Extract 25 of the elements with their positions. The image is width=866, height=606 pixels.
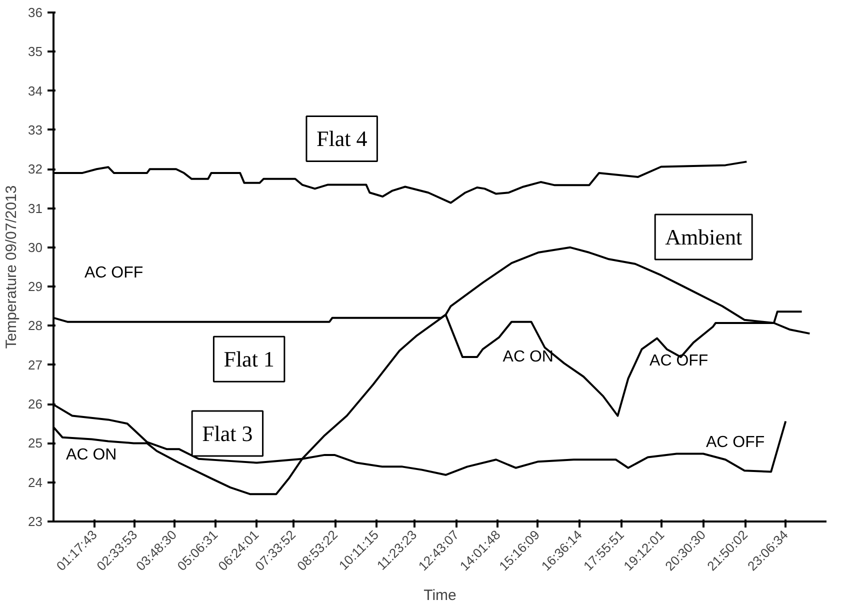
annotation: AC OFF [706,434,765,452]
annotation: AC ON [502,348,554,366]
annotation: AC OFF [84,264,144,282]
y-tick-label: 30 [28,240,43,255]
annotation: AC OFF [650,352,708,370]
y-tick-label: 28 [28,318,43,334]
y-tick-label: 27 [28,357,43,372]
annotation: Flat 1 [224,346,274,372]
annotation: Ambient [665,224,742,250]
annotation: AC ON [66,446,117,464]
annotation: Flat 3 [202,420,253,446]
y-tick-label: 36 [28,5,43,20]
y-tick-label: 33 [28,122,43,138]
y-tick-label: 32 [28,162,43,177]
y-axis-title: Temperature 09/07/2013 [3,185,20,349]
y-tick-label: 35 [28,44,43,60]
x-axis-title: Time [424,586,456,604]
y-tick-label: 29 [28,279,43,294]
y-tick-label: 31 [28,200,43,216]
y-tick-label: 23 [28,514,43,529]
y-tick-label: 34 [28,83,43,98]
y-tick-label: 26 [28,396,43,412]
y-tick-label: 24 [28,474,43,490]
y-tick-label: 25 [28,436,43,451]
annotation: Flat 4 [316,126,368,152]
